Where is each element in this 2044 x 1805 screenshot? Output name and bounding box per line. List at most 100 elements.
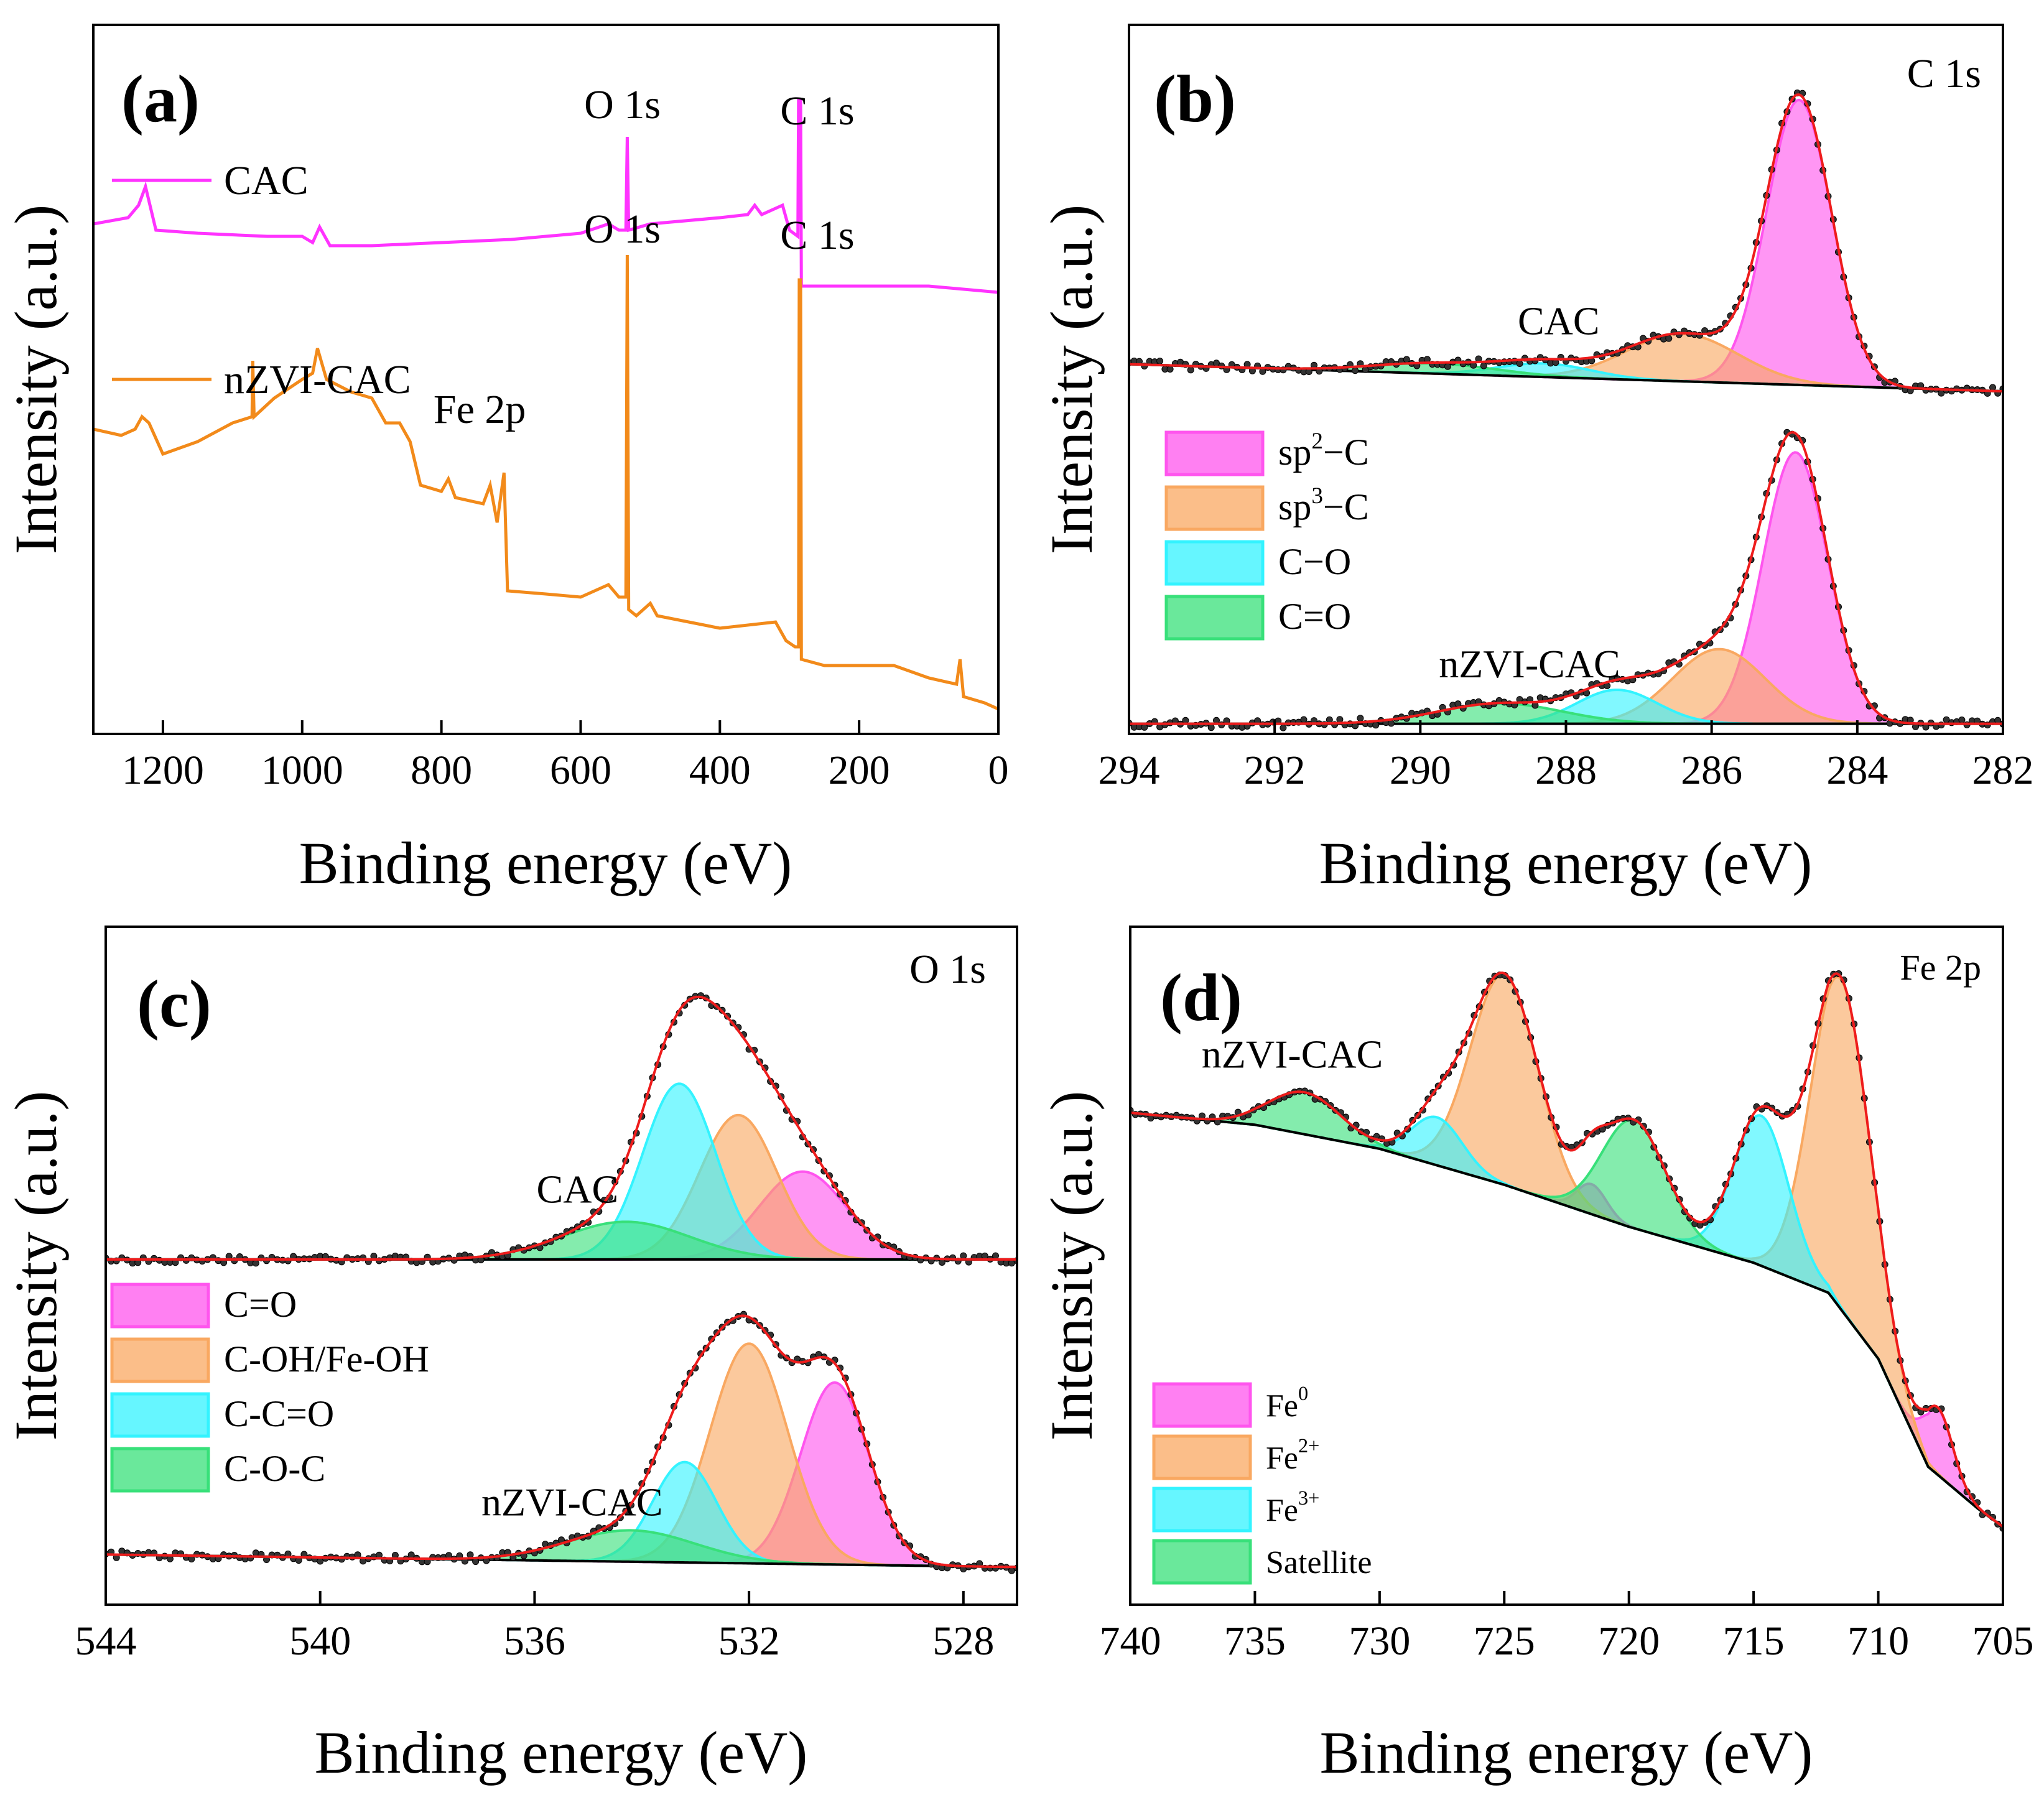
fit-background-line xyxy=(1130,1111,2003,1528)
panel-d-xlabel: Binding energy (eV) xyxy=(1320,1719,1813,1786)
fit-component-area xyxy=(1130,1113,2003,1527)
legend-swatch xyxy=(1164,430,1265,476)
fit-component-area xyxy=(1129,333,2003,392)
x-tick-label: 1000 xyxy=(261,748,343,793)
panel-c-annotations: CAC nZVI-CAC xyxy=(481,1167,663,1524)
legend-label: CAC xyxy=(224,158,309,203)
legend-label-text: C−O xyxy=(1278,541,1351,582)
measured-data-point xyxy=(1300,716,1308,723)
x-tick-label: 288 xyxy=(1535,748,1597,793)
spectrum-label: CAC xyxy=(537,1167,619,1212)
spectrum-label: nZVI-CAC xyxy=(1439,642,1620,686)
fit-component-area xyxy=(1129,452,2003,724)
peak-annotation: O 1s xyxy=(584,82,661,128)
x-tick-label: 528 xyxy=(932,1618,994,1664)
measured-data-point xyxy=(960,1252,967,1260)
x-tick-label: 290 xyxy=(1390,748,1451,793)
legend-label-text: sp xyxy=(1278,432,1311,473)
measured-data-point xyxy=(1352,367,1359,374)
x-tick-label: 286 xyxy=(1681,748,1742,793)
x-tick-label: 725 xyxy=(1474,1618,1535,1664)
legend-label: C−O xyxy=(1278,541,1351,582)
x-tick-label: 600 xyxy=(550,748,611,793)
measured-data-point xyxy=(252,1260,259,1267)
legend-label-text: Satellite xyxy=(1266,1545,1372,1580)
legend-swatch xyxy=(110,1283,210,1329)
legend-label-superscript: 3+ xyxy=(1298,1487,1319,1509)
panel-b-label: (b) xyxy=(1154,62,1236,136)
x-tick-label: 735 xyxy=(1224,1618,1286,1664)
legend-label: Fe0 xyxy=(1266,1382,1308,1424)
panel-a-annotations: C 1s O 1s O 1s C 1s Fe 2p xyxy=(434,82,855,432)
x-tick-label: 740 xyxy=(1100,1618,1161,1664)
panel-b-corner-label: C 1s xyxy=(1907,51,1981,96)
panel-a-frame xyxy=(92,24,1000,735)
legend-label-superscript: 2+ xyxy=(1298,1434,1319,1457)
legend-label-text: Fe xyxy=(1266,1388,1298,1424)
x-tick-label: 536 xyxy=(504,1618,565,1664)
panel-c-label: (c) xyxy=(137,967,211,1041)
legend-label-superscript: 0 xyxy=(1298,1382,1308,1404)
legend-label: Satellite xyxy=(1266,1545,1372,1580)
legend-label: C-C=O xyxy=(224,1393,334,1434)
survey-line-nzvi-cac xyxy=(93,254,998,711)
measured-data-point xyxy=(1403,356,1410,363)
spectrum-label: nZVI-CAC xyxy=(481,1480,663,1524)
legend-label-text: sp xyxy=(1278,486,1311,527)
fit-envelope-line xyxy=(1129,93,2003,393)
fit-component-area xyxy=(106,1343,1017,1567)
panel-c-legend: C=O C-OH/Fe-OH C-C=O C-O-C xyxy=(110,1283,429,1493)
x-tick-label: 715 xyxy=(1723,1618,1785,1664)
measured-data-point xyxy=(1444,363,1451,370)
fit-component-line xyxy=(1129,98,2003,393)
legend-label: nZVI-CAC xyxy=(224,357,411,402)
panel-a-ylabel: Intensity (a.u.) xyxy=(2,205,69,555)
legend-label: C=O xyxy=(1278,596,1351,637)
x-tick-label: 540 xyxy=(289,1618,351,1664)
measured-data-point xyxy=(1665,335,1673,342)
panel-b-annotations: CAC nZVI-CAC xyxy=(1439,299,1620,686)
x-tick-label: 294 xyxy=(1099,748,1160,793)
measured-data-point xyxy=(1326,716,1333,723)
legend-label: Fe3+ xyxy=(1266,1487,1319,1528)
panel-b-x-ticks: 294 292 290 288 286 284 282 xyxy=(1099,720,2034,793)
panel-b-frame xyxy=(1128,24,2004,735)
legend-swatch xyxy=(1152,1539,1252,1585)
legend-label: Fe2+ xyxy=(1266,1434,1319,1476)
panel-d-annotations: nZVI-CAC xyxy=(1202,1032,1383,1076)
panel-d-ylabel: Intensity (a.u.) xyxy=(1038,1091,1105,1441)
legend-label: C-O-C xyxy=(224,1448,325,1489)
fit-component-area xyxy=(1130,977,2003,1527)
peak-annotation: O 1s xyxy=(584,206,661,252)
legend-swatch xyxy=(1164,540,1265,586)
measured-data-point xyxy=(1207,724,1215,731)
legend-label-suffix: −C xyxy=(1323,486,1369,527)
fit-component-area xyxy=(106,1530,1017,1567)
legend-swatch xyxy=(1164,595,1265,641)
legend-label: sp2−C xyxy=(1278,429,1369,473)
fit-component-area xyxy=(1129,649,2003,724)
measured-data-point xyxy=(1989,384,1996,391)
measured-data-point xyxy=(1156,358,1164,364)
fit-envelope-line xyxy=(1130,971,2003,1528)
peak-annotation: Fe 2p xyxy=(434,387,526,432)
panel-c-plot-area xyxy=(106,992,1017,1574)
legend-label-text: C-OH/Fe-OH xyxy=(224,1339,429,1380)
legend-swatch xyxy=(110,1447,210,1493)
spectrum-label: CAC xyxy=(1518,299,1600,343)
panel-b-ylabel: Intensity (a.u.) xyxy=(1038,205,1105,555)
panel-a-x-ticks: 1200 1000 800 600 400 200 0 xyxy=(122,720,1009,793)
panel-a-xlabel: Binding energy (eV) xyxy=(299,830,792,896)
measured-data-point xyxy=(1480,362,1487,369)
legend-swatch xyxy=(110,1337,210,1383)
panel-d-x-ticks: 740 735 730 725 720 715 710 705 xyxy=(1100,1591,2034,1664)
x-tick-label: 730 xyxy=(1349,1618,1410,1664)
legend-label: C-OH/Fe-OH xyxy=(224,1339,429,1380)
x-tick-label: 200 xyxy=(829,748,890,793)
x-tick-label: 800 xyxy=(411,748,472,793)
